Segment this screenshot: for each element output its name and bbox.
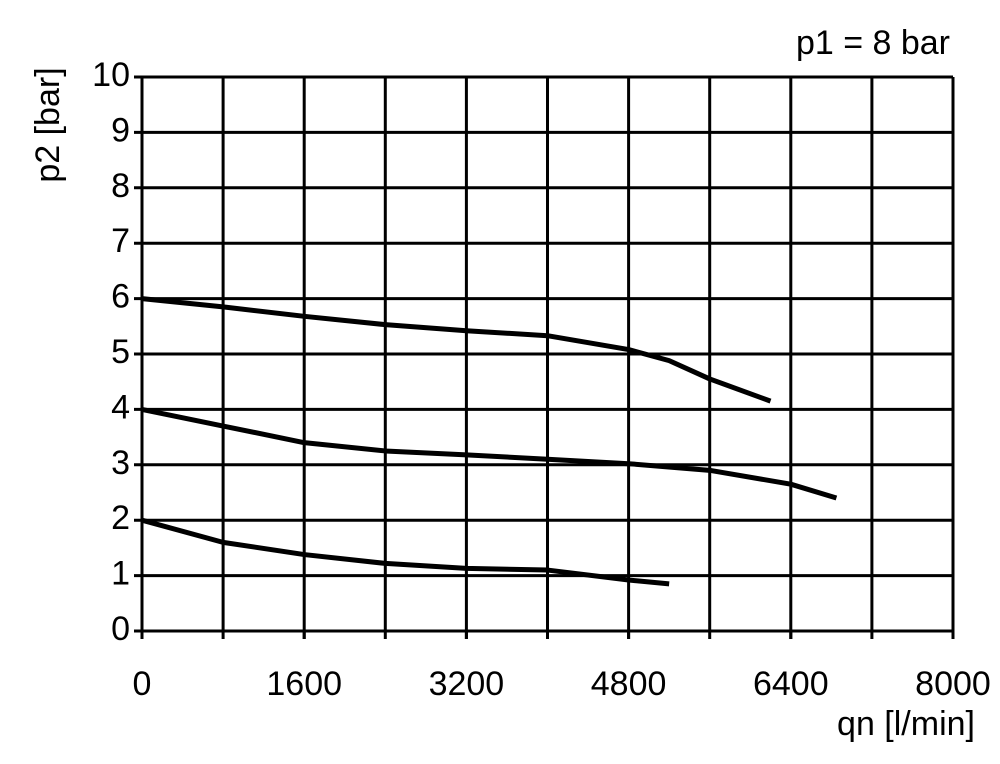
y-tick-label: 7: [111, 222, 130, 260]
x-axis-label: qn [l/min]: [837, 705, 975, 743]
y-tick-label: 0: [111, 610, 130, 648]
data-line: [141, 296, 772, 404]
y-tick-label: 2: [111, 499, 130, 537]
x-tick-label: 8000: [915, 665, 991, 703]
annotation: p1 = 8 bar: [796, 24, 950, 62]
y-tick-label: 10: [92, 56, 130, 94]
y-tick-label: 9: [111, 111, 130, 149]
y-tick-label: 4: [111, 388, 130, 426]
data-line: [141, 406, 838, 501]
y-tick-label: 3: [111, 444, 130, 482]
x-tick-label: 4800: [591, 665, 667, 703]
y-axis-label: p2 [bar]: [29, 67, 67, 182]
x-tick-label: 0: [133, 665, 152, 703]
x-tick-label: 3200: [429, 665, 505, 703]
y-tick-label: 6: [111, 278, 130, 316]
y-tick-label: 5: [111, 333, 130, 371]
y-tick-label: 8: [111, 167, 130, 205]
data-line: [141, 517, 670, 587]
x-tick-label: 6400: [753, 665, 829, 703]
x-tick-label: 1600: [266, 665, 342, 703]
y-tick-label: 1: [111, 555, 130, 593]
